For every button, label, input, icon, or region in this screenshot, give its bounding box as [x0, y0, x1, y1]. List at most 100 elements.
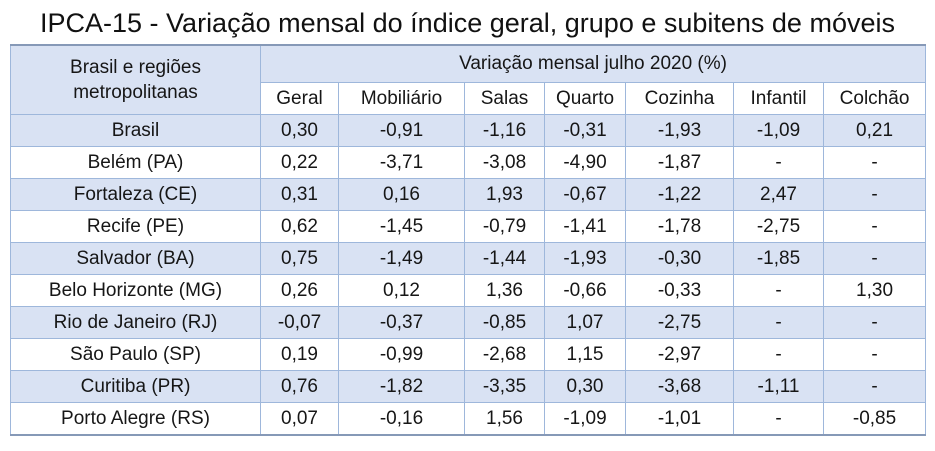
value-cell: -0,33 — [625, 274, 734, 308]
value-cell: -1,93 — [625, 114, 734, 148]
value-cell: 0,75 — [260, 242, 339, 276]
value-cell: -1,09 — [733, 114, 824, 148]
region-cell: Curitiba (PR) — [10, 370, 261, 404]
region-column-header: Brasil e regiões metropolitanas — [10, 44, 261, 116]
value-cell: -1,11 — [733, 370, 824, 404]
value-cell: 1,30 — [822, 274, 927, 308]
value-cell: 0,62 — [260, 210, 339, 244]
table-row-sao-paulo: São Paulo (SP) 0,19 -0,99 -2,68 1,15 -2,… — [10, 338, 927, 372]
value-cell: -3,08 — [464, 146, 545, 180]
value-cell: 0,30 — [544, 370, 626, 404]
value-cell: - — [733, 338, 824, 372]
value-cell: 2,47 — [733, 178, 824, 212]
value-cell: -0,31 — [544, 114, 626, 148]
table-row-belem: Belém (PA) 0,22 -3,71 -3,08 -4,90 -1,87 … — [10, 146, 927, 180]
column-header-infantil: Infantil — [733, 82, 824, 116]
table-row-fortaleza: Fortaleza (CE) 0,31 0,16 1,93 -0,67 -1,2… — [10, 178, 927, 212]
value-cell: -2,97 — [625, 338, 734, 372]
value-cell: - — [733, 306, 824, 340]
value-cell: 0,30 — [260, 114, 339, 148]
value-cell: - — [822, 306, 927, 340]
value-cell: -1,16 — [464, 114, 545, 148]
value-cell: -1,78 — [625, 210, 734, 244]
column-header-colchao: Colchão — [822, 82, 927, 116]
value-cell: - — [733, 402, 824, 436]
value-cell: 0,16 — [338, 178, 465, 212]
region-cell: Porto Alegre (RS) — [10, 402, 261, 436]
value-cell: - — [733, 146, 824, 180]
table-row-rio-de-janeiro: Rio de Janeiro (RJ) -0,07 -0,37 -0,85 1,… — [10, 306, 927, 340]
value-cell: -0,85 — [822, 402, 927, 436]
value-cell: -0,37 — [338, 306, 465, 340]
value-cell: -1,49 — [338, 242, 465, 276]
value-cell: -0,16 — [338, 402, 465, 436]
value-cell: -2,68 — [464, 338, 545, 372]
region-cell: São Paulo (SP) — [10, 338, 261, 372]
value-cell: 1,15 — [544, 338, 626, 372]
value-cell: -1,09 — [544, 402, 626, 436]
region-cell: Belém (PA) — [10, 146, 261, 180]
value-cell: -3,68 — [625, 370, 734, 404]
table-row-salvador: Salvador (BA) 0,75 -1,49 -1,44 -1,93 -0,… — [10, 242, 927, 276]
value-cell: -0,99 — [338, 338, 465, 372]
value-cell: -0,85 — [464, 306, 545, 340]
table-row-curitiba: Curitiba (PR) 0,76 -1,82 -3,35 0,30 -3,6… — [10, 370, 927, 404]
value-cell: -1,22 — [625, 178, 734, 212]
page-title: IPCA-15 - Variação mensal do índice gera… — [40, 8, 895, 38]
value-cell: 0,31 — [260, 178, 339, 212]
value-cell: -0,66 — [544, 274, 626, 308]
value-cell: -1,01 — [625, 402, 734, 436]
value-cell: 0,12 — [338, 274, 465, 308]
value-cell: 0,26 — [260, 274, 339, 308]
table-row-brasil: Brasil 0,30 -0,91 -1,16 -0,31 -1,93 -1,0… — [10, 114, 927, 148]
region-cell: Recife (PE) — [10, 210, 261, 244]
group-header: Variação mensal julho 2020 (%) — [259, 44, 927, 84]
value-cell: -4,90 — [544, 146, 626, 180]
region-cell: Rio de Janeiro (RJ) — [10, 306, 261, 340]
value-cell: -0,67 — [544, 178, 626, 212]
value-cell: 0,21 — [822, 114, 927, 148]
value-cell: -0,07 — [260, 306, 339, 340]
value-cell: 1,93 — [464, 178, 545, 212]
column-header-geral: Geral — [260, 82, 339, 116]
value-cell: - — [822, 210, 927, 244]
value-cell: -2,75 — [625, 306, 734, 340]
column-header-salas: Salas — [464, 82, 545, 116]
region-cell: Salvador (BA) — [10, 242, 261, 276]
column-header-cozinha: Cozinha — [625, 82, 734, 116]
value-cell: -1,44 — [464, 242, 545, 276]
region-cell: Belo Horizonte (MG) — [10, 274, 261, 308]
value-cell: -0,79 — [464, 210, 545, 244]
value-cell: -1,93 — [544, 242, 626, 276]
value-cell: - — [822, 242, 927, 276]
value-cell: 0,22 — [260, 146, 339, 180]
value-cell: - — [822, 178, 927, 212]
table-row-recife: Recife (PE) 0,62 -1,45 -0,79 -1,41 -1,78… — [10, 210, 927, 244]
value-cell: -3,35 — [464, 370, 545, 404]
value-cell: - — [822, 146, 927, 180]
value-cell: -3,71 — [338, 146, 465, 180]
value-cell: 1,07 — [544, 306, 626, 340]
table-row-belo-horizonte: Belo Horizonte (MG) 0,26 0,12 1,36 -0,66… — [10, 274, 927, 308]
region-cell: Brasil — [10, 114, 261, 148]
value-cell: - — [733, 274, 824, 308]
value-cell: -0,91 — [338, 114, 465, 148]
value-cell: 0,19 — [260, 338, 339, 372]
value-cell: -0,30 — [625, 242, 734, 276]
value-cell: 1,56 — [464, 402, 545, 436]
value-cell: -1,41 — [544, 210, 626, 244]
value-cell: 0,07 — [260, 402, 339, 436]
table-row-porto-alegre: Porto Alegre (RS) 0,07 -0,16 1,56 -1,09 … — [10, 402, 927, 436]
region-cell: Fortaleza (CE) — [10, 178, 261, 212]
value-cell: -1,87 — [625, 146, 734, 180]
value-cell: -2,75 — [733, 210, 824, 244]
column-header-quarto: Quarto — [544, 82, 626, 116]
ipca-table: Brasil e regiões metropolitanas Variação… — [10, 44, 927, 437]
header-row-columns: Geral Mobiliário Salas Quarto Cozinha In… — [11, 82, 927, 116]
value-cell: -1,85 — [733, 242, 824, 276]
value-cell: -1,82 — [338, 370, 465, 404]
column-header-mobiliario: Mobiliário — [338, 82, 465, 116]
value-cell: 0,76 — [260, 370, 339, 404]
header-row-group: Brasil e regiões metropolitanas Variação… — [10, 44, 927, 116]
